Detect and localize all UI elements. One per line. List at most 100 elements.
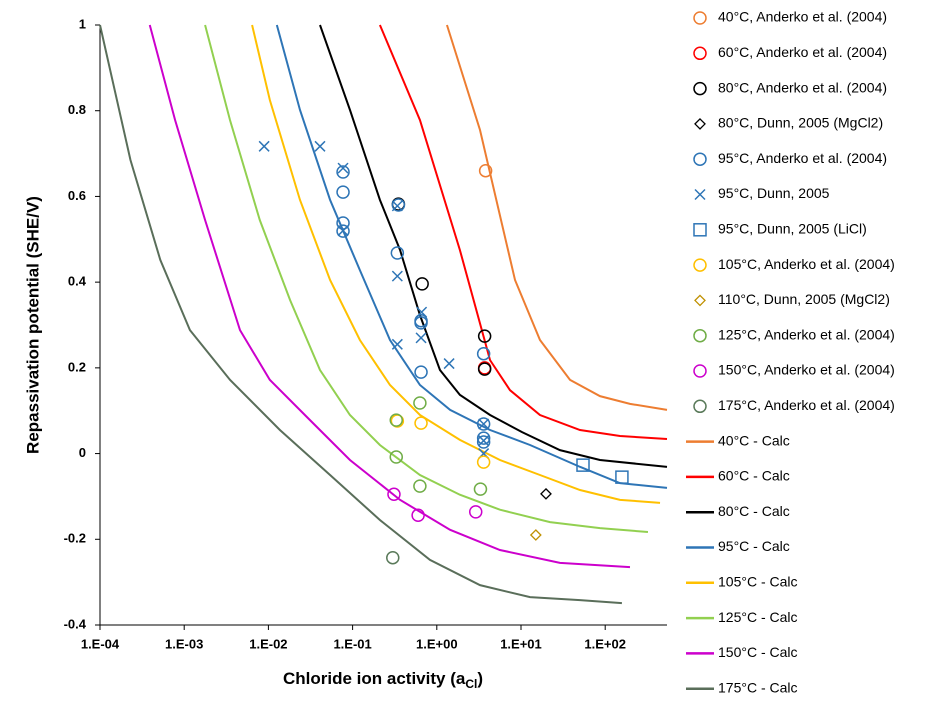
legend-marker <box>693 399 707 414</box>
legend-label: 60°C - Calc <box>718 468 790 484</box>
x-tick-label: 1.E-02 <box>249 636 287 651</box>
legend-label: 110°C, Dunn, 2005 (MgCl2) <box>718 291 890 307</box>
y-tick-label: 0.6 <box>68 188 86 203</box>
calc-line <box>378 24 668 440</box>
data-point <box>414 416 428 430</box>
x-tick-label: 1.E-04 <box>81 636 120 651</box>
data-point <box>336 185 350 199</box>
legend-marker <box>693 11 707 25</box>
data-point <box>387 487 401 502</box>
y-tick-label: 0 <box>79 445 86 460</box>
calc-line <box>148 24 631 569</box>
legend-label: 175°C - Calc <box>718 679 798 695</box>
data-point <box>413 479 427 493</box>
data-point <box>477 362 492 376</box>
legend-label: 40°C - Calc <box>718 432 790 448</box>
data-point <box>411 508 425 523</box>
legend-label: 95°C, Anderko et al. (2004) <box>718 150 887 166</box>
x-tick-label: 1.E-01 <box>333 636 371 651</box>
y-tick-label: 0.2 <box>68 359 86 374</box>
legend-label: 60°C, Anderko et al. (2004) <box>718 44 887 60</box>
data-point <box>414 365 428 379</box>
data-point <box>389 413 404 427</box>
data-point <box>415 277 429 291</box>
data-point <box>389 450 404 464</box>
x-tick-label: 1.E+01 <box>500 636 542 651</box>
x-axis-title: Chloride ion activity (aCl) <box>283 669 483 691</box>
calc-line <box>251 24 661 504</box>
legend-marker <box>693 81 707 96</box>
y-axis-title: Repassivation potential (SHE/V) <box>23 196 42 454</box>
legend-marker <box>694 188 706 201</box>
legend-label: 80°C - Calc <box>718 503 790 519</box>
legend-marker <box>693 364 707 378</box>
data-point <box>391 270 403 282</box>
legend-label: 80°C, Dunn, 2005 (MgCl2) <box>718 115 883 131</box>
data-point <box>413 396 427 410</box>
legend-label: 150°C - Calc <box>718 644 798 660</box>
calc-line <box>99 24 622 605</box>
legend-marker <box>693 46 707 61</box>
data-point <box>337 162 349 174</box>
calc-line <box>445 24 668 411</box>
legend-label: 95°C - Calc <box>718 538 790 554</box>
legend-label: 105°C, Anderko et al. (2004) <box>718 256 895 272</box>
y-tick-label: 0.4 <box>68 274 87 289</box>
legend-label: 125°C, Anderko et al. (2004) <box>718 326 895 342</box>
legend-label: 105°C - Calc <box>718 574 798 590</box>
data-point <box>314 140 326 152</box>
data-point <box>540 487 552 500</box>
data-point <box>473 482 488 496</box>
data-point <box>390 246 405 260</box>
legend-label: 95°C, Dunn, 2005 (LiCl) <box>718 221 867 237</box>
data-point <box>476 417 491 431</box>
legend-label: 40°C, Anderko et al. (2004) <box>718 9 887 25</box>
data-point <box>336 165 350 179</box>
data-point <box>258 140 270 152</box>
data-point <box>337 225 349 237</box>
calc-line <box>319 24 668 468</box>
data-point <box>478 435 490 447</box>
legend-marker <box>694 117 706 130</box>
data-point <box>391 200 403 212</box>
legend-marker <box>693 223 707 237</box>
legend-marker <box>694 294 706 307</box>
y-tick-label: 0.8 <box>68 102 86 117</box>
data-point <box>576 458 590 472</box>
data-point <box>476 431 491 445</box>
x-tick-label: 1.E+02 <box>584 636 626 651</box>
legend-label: 80°C, Anderko et al. (2004) <box>718 79 887 95</box>
x-title-part: ) <box>477 669 483 688</box>
data-point <box>336 224 350 238</box>
data-point <box>386 550 400 565</box>
legend-label: 125°C - Calc <box>718 609 798 625</box>
data-point <box>478 418 490 430</box>
x-title-sub: Cl <box>465 677 477 691</box>
data-point <box>476 346 491 361</box>
data-point <box>391 198 406 212</box>
data-point <box>416 306 428 318</box>
data-point <box>476 435 491 449</box>
x-tick-label: 1.E+00 <box>416 636 458 651</box>
calc-line <box>275 24 668 489</box>
data-point <box>336 216 350 230</box>
data-point <box>415 332 427 344</box>
legend-marker <box>693 258 707 272</box>
data-point <box>468 505 483 519</box>
data-point <box>615 470 629 484</box>
legend-label: 175°C, Anderko et al. (2004) <box>718 397 895 413</box>
legend-marker <box>693 328 707 343</box>
data-point <box>478 163 493 178</box>
y-tick-label: -0.2 <box>64 531 86 546</box>
data-point <box>477 329 492 343</box>
data-point <box>414 316 428 330</box>
y-tick-label: 1 <box>79 16 86 31</box>
y-tick-label: -0.4 <box>64 616 87 631</box>
x-tick-label: 1.E-03 <box>165 636 203 651</box>
data-point <box>476 455 491 469</box>
x-title-part: Chloride ion activity (a <box>283 669 466 688</box>
legend-marker <box>693 152 707 166</box>
data-point <box>529 529 542 541</box>
legend-label: 95°C, Dunn, 2005 <box>718 185 830 201</box>
